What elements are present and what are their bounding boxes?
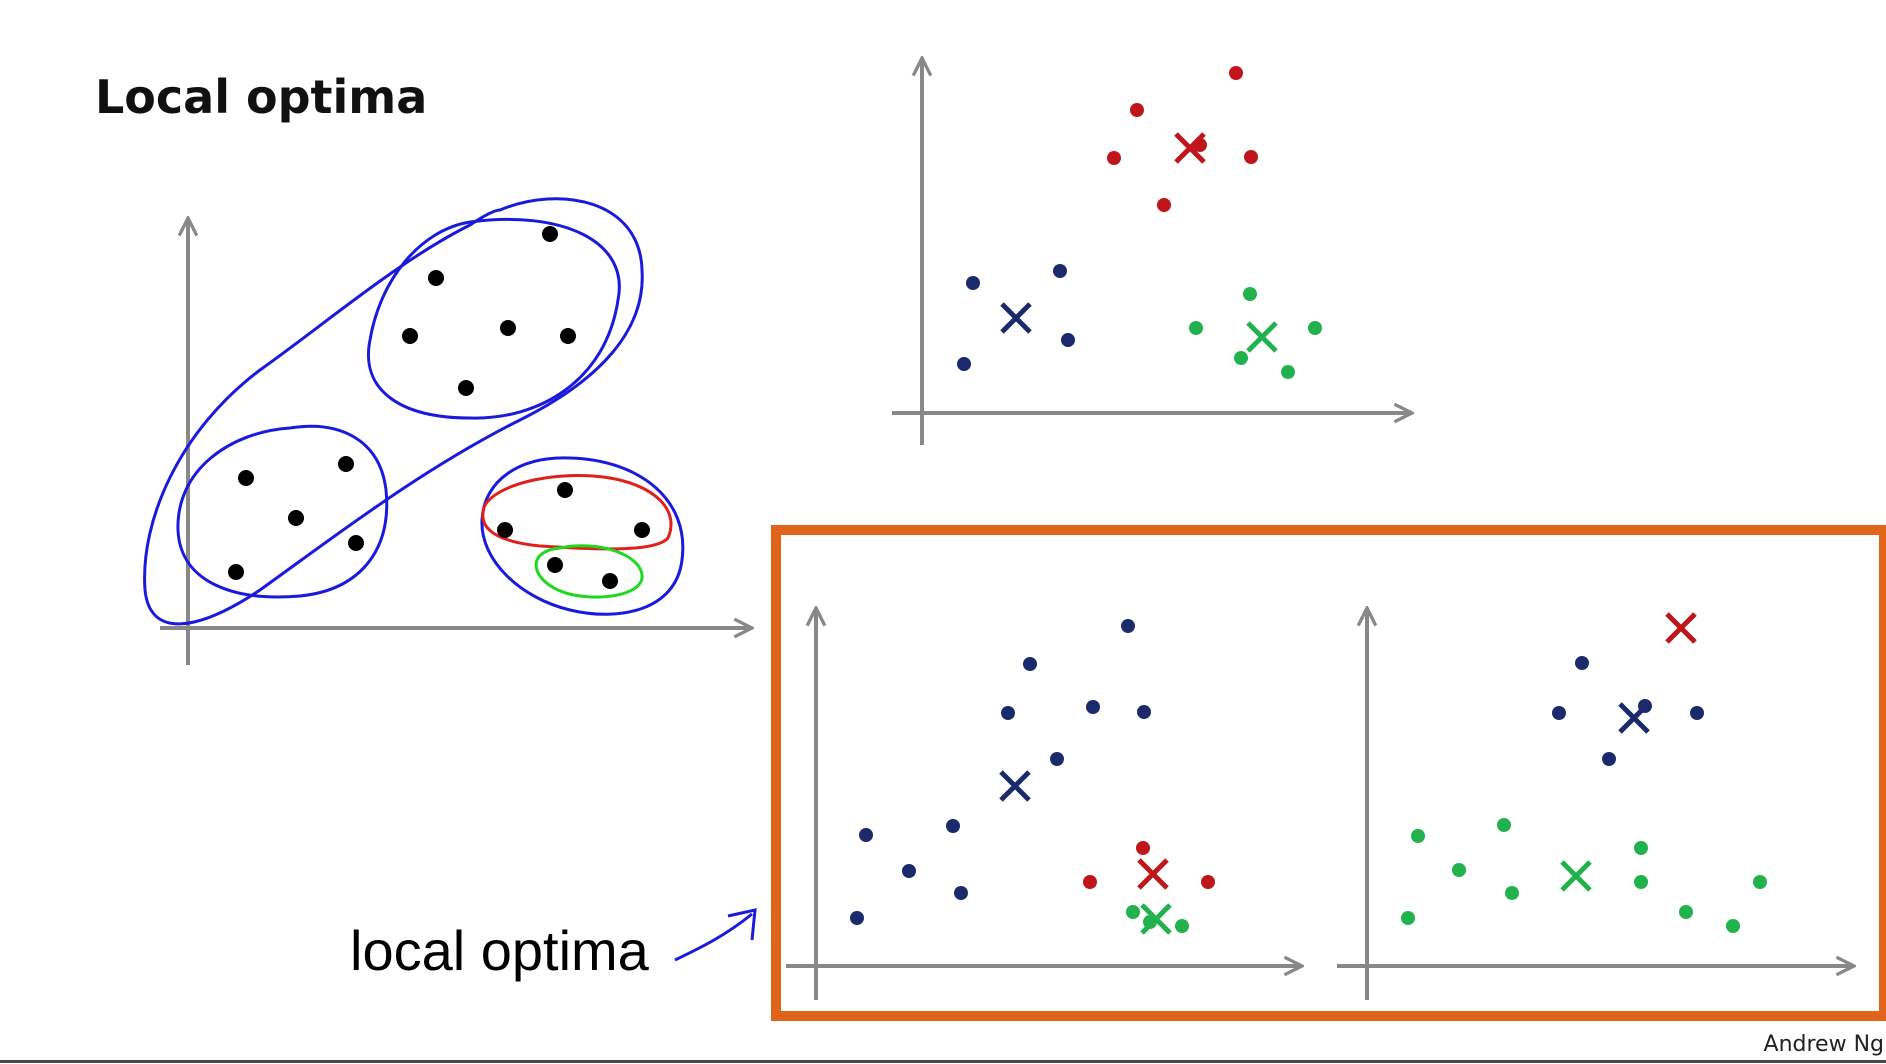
data-point — [850, 911, 864, 925]
data-points — [850, 619, 1215, 935]
data-point — [402, 328, 418, 344]
data-points — [957, 66, 1322, 379]
data-point — [902, 864, 916, 878]
centroid-x-mark-icon — [1000, 302, 1032, 334]
data-point — [1001, 706, 1015, 720]
data-points — [1401, 612, 1767, 933]
data-point — [1234, 351, 1248, 365]
data-point — [1130, 103, 1144, 117]
local-optima-highlight-box — [771, 525, 1886, 1021]
data-point — [228, 564, 244, 580]
data-point — [428, 270, 444, 286]
data-point — [1602, 752, 1616, 766]
data-point — [1411, 829, 1425, 843]
data-point — [1083, 875, 1097, 889]
centroid-x-mark-icon — [1137, 858, 1169, 890]
author-credit: Andrew Ng — [1763, 1032, 1884, 1057]
data-point — [859, 828, 873, 842]
data-point — [1505, 886, 1519, 900]
data-point — [1308, 321, 1322, 335]
data-point — [1061, 333, 1075, 347]
data-point — [560, 328, 576, 344]
data-point — [946, 819, 960, 833]
slide-title: Local optima — [95, 70, 428, 124]
data-point — [1452, 863, 1466, 877]
green-loop — [534, 544, 644, 599]
data-point — [634, 522, 650, 538]
data-point — [1175, 919, 1189, 933]
data-point — [957, 357, 971, 371]
data-point — [1157, 198, 1171, 212]
blue-upper-group-loop — [367, 217, 621, 420]
data-point — [1753, 875, 1767, 889]
data-point — [1679, 905, 1693, 919]
data-point — [1243, 287, 1257, 301]
data-point — [1050, 752, 1064, 766]
data-point — [1575, 656, 1589, 670]
data-point — [1634, 841, 1648, 855]
data-point — [458, 380, 474, 396]
data-point — [1107, 151, 1121, 165]
data-point — [1189, 321, 1203, 335]
data-point — [1023, 657, 1037, 671]
centroid-x-mark-icon — [1174, 132, 1206, 164]
data-point — [1086, 700, 1100, 714]
data-point — [1053, 264, 1067, 278]
data-point — [348, 535, 364, 551]
data-point — [338, 456, 354, 472]
data-point — [288, 510, 304, 526]
centroid-x-mark-icon — [1618, 702, 1650, 734]
red-loop — [481, 474, 673, 551]
blue-right-group-loop — [480, 456, 685, 616]
centroid-x-mark-icon — [1246, 321, 1278, 353]
centroid-x-mark-icon — [1560, 860, 1592, 892]
centroid-x-mark-icon — [1140, 903, 1172, 935]
data-point — [966, 276, 980, 290]
footer-rule — [0, 1060, 1886, 1063]
panel-local-optimum-2 — [1337, 608, 1854, 1000]
data-point — [1201, 875, 1215, 889]
data-point — [497, 522, 513, 538]
centroid-x-mark-icon — [1665, 612, 1697, 644]
data-point — [1136, 841, 1150, 855]
data-point — [1281, 365, 1295, 379]
data-point — [954, 886, 968, 900]
data-point — [1244, 150, 1258, 164]
data-point — [1401, 911, 1415, 925]
data-points — [228, 226, 650, 589]
data-point — [1497, 818, 1511, 832]
data-point — [547, 557, 563, 573]
data-point — [1229, 66, 1243, 80]
data-point — [557, 482, 573, 498]
panel-original-data — [143, 197, 752, 665]
data-point — [238, 470, 254, 486]
local-optima-label: local optima — [350, 919, 649, 982]
centroid-x-mark-icon — [999, 770, 1031, 802]
data-point — [602, 573, 618, 589]
blue-outer-loop — [143, 197, 644, 626]
panel-good-clustering — [892, 58, 1412, 445]
data-point — [1552, 706, 1566, 720]
data-point — [1137, 705, 1151, 719]
blue-left-group-loop — [176, 424, 389, 599]
data-point — [1690, 706, 1704, 720]
arrow-pointer-icon — [674, 908, 757, 962]
panel-local-optimum-1 — [786, 608, 1302, 1000]
data-point — [500, 320, 516, 336]
data-point — [1634, 875, 1648, 889]
data-point — [542, 226, 558, 242]
data-point — [1126, 905, 1140, 919]
data-point — [1726, 919, 1740, 933]
data-point — [1121, 619, 1135, 633]
